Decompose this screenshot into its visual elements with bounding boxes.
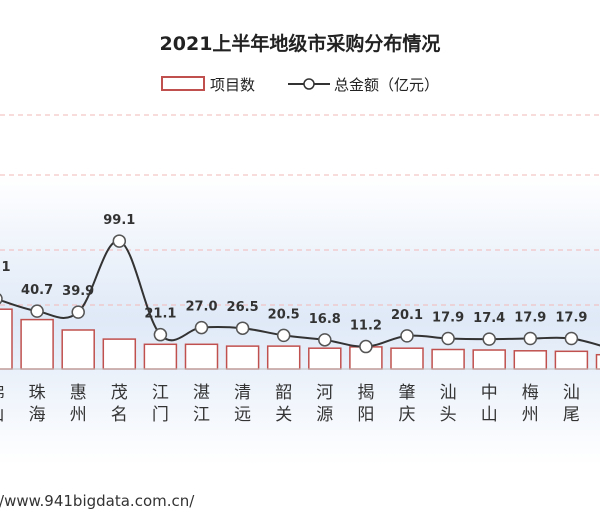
line-point xyxy=(153,327,168,342)
chart-title: 2021上半年地级市采购分布情况 xyxy=(160,32,441,55)
bar xyxy=(61,329,95,370)
line-point xyxy=(0,293,3,305)
line-point xyxy=(359,339,373,354)
line-point xyxy=(112,234,127,248)
grid-lines xyxy=(0,114,600,306)
category-label: 汕 xyxy=(440,383,457,403)
data-label: 26.5 xyxy=(227,300,259,315)
category-label: 佛 xyxy=(0,383,5,403)
line-point xyxy=(564,331,579,346)
legend-line-label: 总金额（亿元） xyxy=(334,76,439,94)
line-point xyxy=(441,331,455,346)
category-label: 门 xyxy=(152,405,169,425)
category-label: 州 xyxy=(522,405,539,425)
category-label: 韶 xyxy=(275,383,292,403)
category-label: 惠 xyxy=(70,383,87,403)
amount-points xyxy=(0,234,579,354)
data-label: 21.1 xyxy=(144,307,176,322)
category-label: 远 xyxy=(234,405,251,425)
category-label: 中 xyxy=(481,383,498,403)
bar xyxy=(0,308,13,370)
data-label: 20.1 xyxy=(391,308,423,323)
category-label: 名 xyxy=(111,405,128,425)
bars xyxy=(0,308,600,370)
data-label: 11.2 xyxy=(350,319,382,334)
category-label: 肇 xyxy=(399,383,416,403)
data-label: 17.9 xyxy=(555,311,587,326)
category-label: 山 xyxy=(481,405,498,425)
category-label: 珠 xyxy=(29,383,46,403)
category-label: 庆 xyxy=(399,405,416,425)
line-point xyxy=(400,329,414,343)
line-point xyxy=(318,333,332,347)
source-text: //www.941bigdata.com.cn/ xyxy=(0,492,195,510)
category-label: 清 xyxy=(234,383,251,403)
category-label: 头 xyxy=(440,405,457,425)
data-label: 17.9 xyxy=(514,311,546,326)
plot-band xyxy=(0,175,600,465)
line-point xyxy=(276,328,291,343)
data-label: 99.1 xyxy=(103,213,135,228)
legend-line-marker xyxy=(303,78,315,90)
bar xyxy=(390,347,424,370)
bar xyxy=(266,345,301,370)
category-label: 湛 xyxy=(193,383,210,403)
category-label: 江 xyxy=(193,405,210,425)
legend-bar-swatch xyxy=(161,76,205,91)
data-label: 40.7 xyxy=(21,283,53,298)
amount-line xyxy=(0,240,600,348)
category-label: 揭 xyxy=(357,383,374,403)
data-labels: 1 40.7 39.9 99.1 21.1 27.0 26.5 20.5 16.8 11.2 20.… xyxy=(1,213,587,333)
category-label: 州 xyxy=(70,405,87,425)
line-point xyxy=(235,321,250,335)
category-label: 尾 xyxy=(563,405,580,425)
category-label: 茂 xyxy=(111,383,128,403)
category-label: 关 xyxy=(275,405,292,425)
category-label: 梅 xyxy=(522,383,539,403)
line-point xyxy=(482,332,496,346)
bar xyxy=(102,338,137,370)
bar xyxy=(308,347,342,370)
data-label: 17.4 xyxy=(473,311,505,326)
category-label: 汕 xyxy=(563,383,580,403)
legend: 项目数 总金额（亿元） xyxy=(161,76,439,94)
legend-bar-label: 项目数 xyxy=(210,76,255,94)
data-label: 17.9 xyxy=(432,311,464,326)
bar xyxy=(225,345,260,370)
category-label: 河 xyxy=(316,383,333,403)
line-point xyxy=(523,331,538,346)
category-label: 江 xyxy=(152,383,169,403)
line-point xyxy=(30,304,44,318)
data-label: 20.5 xyxy=(268,307,300,322)
category-label: 海 xyxy=(29,405,46,425)
bar xyxy=(595,353,600,370)
bar xyxy=(554,350,589,370)
category-label: 源 xyxy=(316,405,333,425)
data-label: 16.8 xyxy=(309,312,341,327)
line-point xyxy=(194,320,209,335)
bar xyxy=(513,350,548,370)
category-label: 阳 xyxy=(357,405,374,425)
data-label: 27.0 xyxy=(185,300,217,315)
line-point xyxy=(71,305,85,319)
bar xyxy=(20,318,54,370)
bar xyxy=(431,348,465,370)
bar xyxy=(143,343,178,370)
bar xyxy=(184,343,219,370)
data-label: 1 xyxy=(1,260,10,275)
x-axis-labels: 佛山珠海惠州茂名江门湛江清远韶关河源揭阳肇庆汕头中山梅州汕尾潮州 xyxy=(0,383,580,425)
data-label: 39.9 xyxy=(62,284,94,299)
category-label: 山 xyxy=(0,405,5,425)
bar xyxy=(472,349,506,370)
